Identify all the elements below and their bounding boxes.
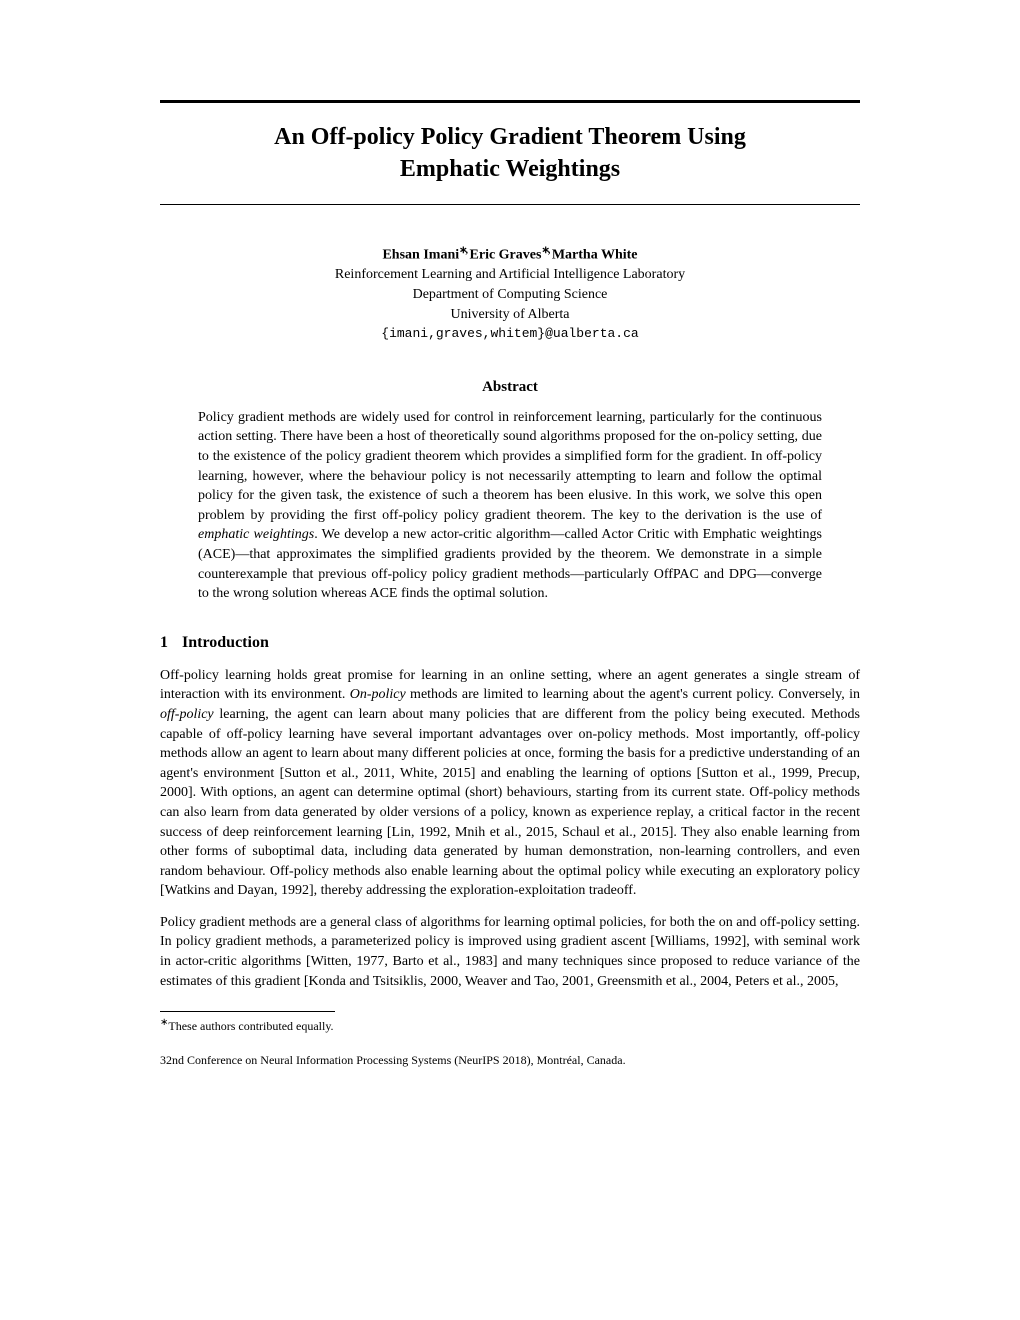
- paragraph-2: Policy gradient methods are a general cl…: [160, 913, 860, 991]
- asterisk-1: ∗: [459, 245, 467, 256]
- comma-2: ,: [548, 245, 551, 256]
- asterisk-2: ∗: [541, 245, 549, 256]
- abstract-heading: Abstract: [160, 379, 860, 396]
- email: {imani,graves,whitem}@ualberta.ca: [381, 326, 638, 341]
- section-1-title: Introduction: [182, 634, 269, 651]
- author-2: Eric Graves: [470, 247, 542, 262]
- affiliation-line-3: University of Alberta: [160, 305, 860, 325]
- affiliation-line-2: Department of Computing Science: [160, 285, 860, 305]
- paper-title: An Off-policy Policy Gradient Theorem Us…: [160, 121, 860, 186]
- title-line-1: An Off-policy Policy Gradient Theorem Us…: [274, 124, 746, 150]
- footnote-rule: [160, 1011, 335, 1012]
- author-1: Ehsan Imani: [382, 247, 459, 262]
- footnote-text: These authors contributed equally.: [168, 1019, 333, 1033]
- author-3: Martha White: [552, 247, 638, 262]
- title-rule-top: [160, 100, 860, 103]
- section-1-heading: 1 Introduction: [160, 634, 860, 652]
- authors-block: Ehsan Imani∗, Eric Graves∗, Martha White…: [160, 245, 860, 344]
- footnote: ∗These authors contributed equally.: [160, 1016, 860, 1035]
- paragraph-1: Off-policy learning holds great promise …: [160, 666, 860, 901]
- comma-1: ,: [466, 245, 469, 256]
- affiliation-line-1: Reinforcement Learning and Artificial In…: [160, 265, 860, 285]
- abstract-body: Policy gradient methods are widely used …: [198, 408, 822, 604]
- authors-line: Ehsan Imani∗, Eric Graves∗, Martha White: [160, 245, 860, 264]
- title-line-2: Emphatic Weightings: [400, 156, 620, 182]
- title-rule-bottom: [160, 204, 860, 205]
- conference-line: 32nd Conference on Neural Information Pr…: [160, 1053, 860, 1068]
- section-1-number: 1: [160, 634, 168, 651]
